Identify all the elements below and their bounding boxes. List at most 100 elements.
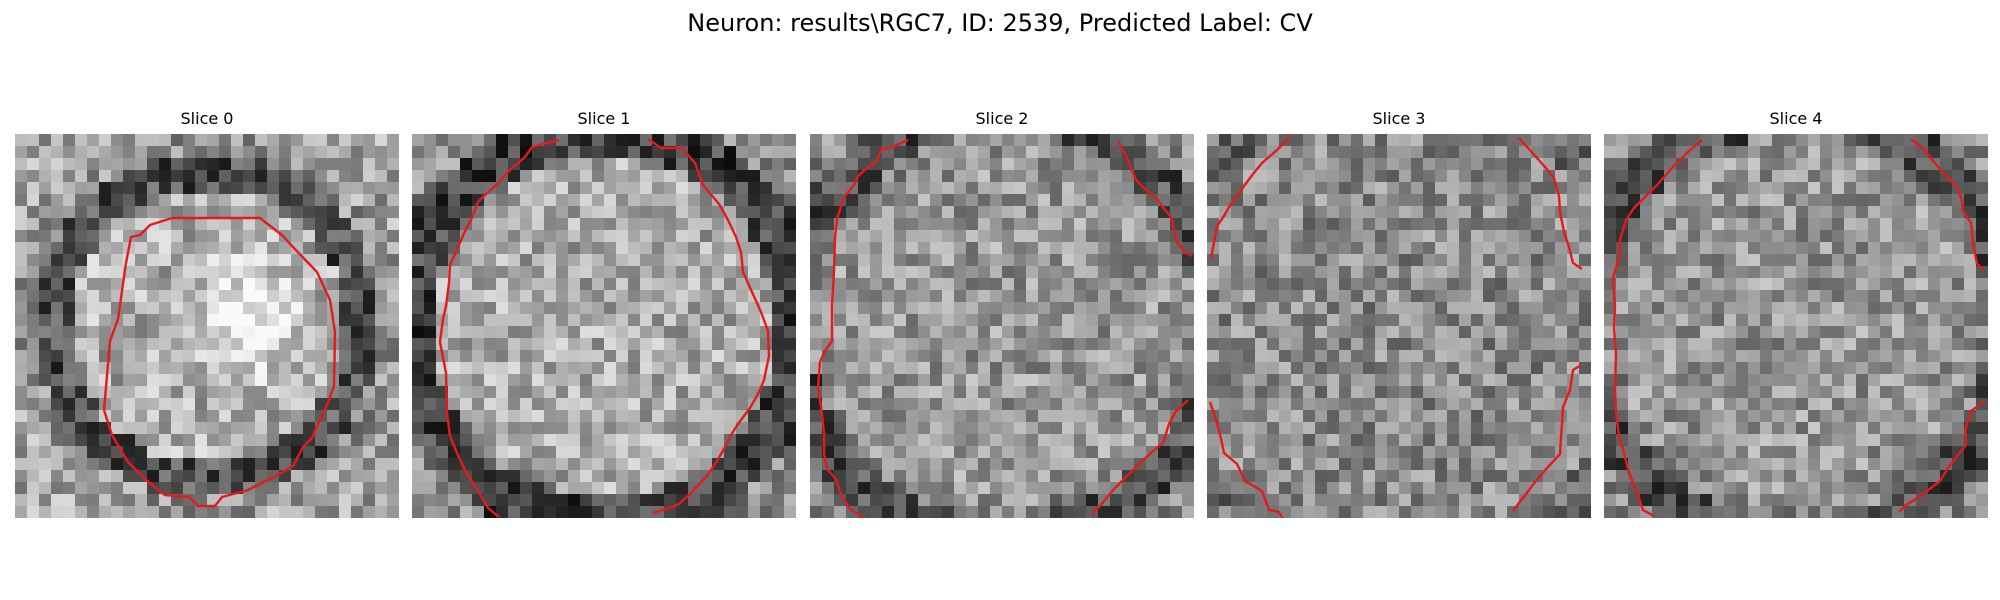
- image-pixel: [1579, 410, 1591, 423]
- image-pixel: [628, 290, 641, 303]
- image-pixel: [351, 446, 364, 459]
- image-pixel: [87, 350, 100, 363]
- image-pixel: [1267, 494, 1280, 507]
- image-pixel: [1495, 362, 1508, 375]
- image-pixel: [990, 314, 1003, 327]
- image-pixel: [1447, 290, 1460, 303]
- image-pixel: [1808, 350, 1821, 363]
- image-pixel: [87, 494, 100, 507]
- image-pixel: [484, 410, 497, 423]
- image-pixel: [195, 434, 208, 447]
- image-pixel: [640, 314, 653, 327]
- image-pixel: [760, 230, 773, 243]
- image-pixel: [918, 290, 931, 303]
- image-pixel: [363, 434, 376, 447]
- image-pixel: [918, 206, 931, 219]
- image-pixel: [1724, 386, 1737, 399]
- image-pixel: [882, 482, 895, 495]
- image-pixel: [1243, 314, 1256, 327]
- image-pixel: [1459, 134, 1472, 147]
- image-pixel: [966, 362, 979, 375]
- image-pixel: [1700, 158, 1713, 171]
- image-pixel: [1772, 278, 1785, 291]
- image-pixel: [882, 302, 895, 315]
- image-pixel: [1459, 170, 1472, 183]
- image-pixel: [1399, 410, 1412, 423]
- image-pixel: [712, 506, 725, 518]
- image-pixel: [1483, 218, 1496, 231]
- image-pixel: [1952, 242, 1965, 255]
- image-pixel: [448, 218, 461, 231]
- image-pixel: [894, 170, 907, 183]
- image-pixel: [556, 158, 569, 171]
- image-pixel: [1255, 386, 1268, 399]
- image-pixel: [1832, 434, 1845, 447]
- image-pixel: [99, 170, 112, 183]
- image-pixel: [1748, 386, 1761, 399]
- image-pixel: [1038, 422, 1051, 435]
- image-pixel: [243, 362, 256, 375]
- image-pixel: [363, 386, 376, 399]
- image-pixel: [1014, 230, 1027, 243]
- image-pixel: [822, 482, 835, 495]
- image-pixel: [1567, 266, 1580, 279]
- image-pixel: [1688, 338, 1701, 351]
- image-pixel: [688, 278, 701, 291]
- image-pixel: [942, 218, 955, 231]
- image-pixel: [135, 494, 148, 507]
- image-pixel: [1026, 494, 1039, 507]
- image-pixel: [1519, 302, 1532, 315]
- image-pixel: [183, 314, 196, 327]
- image-pixel: [906, 482, 919, 495]
- image-pixel: [894, 218, 907, 231]
- image-pixel: [724, 398, 737, 411]
- image-pixel: [1423, 446, 1436, 459]
- image-pixel: [243, 170, 256, 183]
- image-pixel: [1676, 458, 1689, 471]
- image-pixel: [712, 338, 725, 351]
- image-pixel: [1507, 242, 1520, 255]
- image-pixel: [1423, 242, 1436, 255]
- image-pixel: [1676, 194, 1689, 207]
- image-pixel: [1423, 350, 1436, 363]
- image-pixel: [219, 326, 232, 339]
- image-pixel: [1231, 218, 1244, 231]
- image-pixel: [1904, 206, 1917, 219]
- image-pixel: [183, 326, 196, 339]
- image-pixel: [1207, 182, 1220, 195]
- image-pixel: [882, 386, 895, 399]
- image-pixel: [1387, 242, 1400, 255]
- image-pixel: [822, 398, 835, 411]
- image-pixel: [1856, 218, 1869, 231]
- image-pixel: [532, 230, 545, 243]
- image-pixel: [1952, 434, 1965, 447]
- image-pixel: [784, 218, 796, 231]
- image-pixel: [279, 134, 292, 147]
- image-pixel: [640, 458, 653, 471]
- image-pixel: [906, 350, 919, 363]
- image-pixel: [472, 422, 485, 435]
- image-pixel: [870, 134, 883, 147]
- image-pixel: [1339, 254, 1352, 267]
- image-pixel: [195, 422, 208, 435]
- image-pixel: [1808, 206, 1821, 219]
- image-pixel: [1916, 218, 1929, 231]
- image-pixel: [147, 314, 160, 327]
- image-pixel: [460, 482, 473, 495]
- image-pixel: [1868, 266, 1881, 279]
- image-pixel: [1375, 242, 1388, 255]
- image-pixel: [51, 434, 64, 447]
- image-pixel: [532, 350, 545, 363]
- image-pixel: [580, 434, 593, 447]
- image-pixel: [1495, 494, 1508, 507]
- image-pixel: [1628, 434, 1641, 447]
- image-pixel: [1555, 362, 1568, 375]
- image-pixel: [51, 326, 64, 339]
- image-pixel: [375, 278, 388, 291]
- image-pixel: [1243, 206, 1256, 219]
- image-pixel: [412, 410, 425, 423]
- image-pixel: [676, 206, 689, 219]
- image-pixel: [1892, 362, 1905, 375]
- image-pixel: [147, 242, 160, 255]
- image-pixel: [1531, 362, 1544, 375]
